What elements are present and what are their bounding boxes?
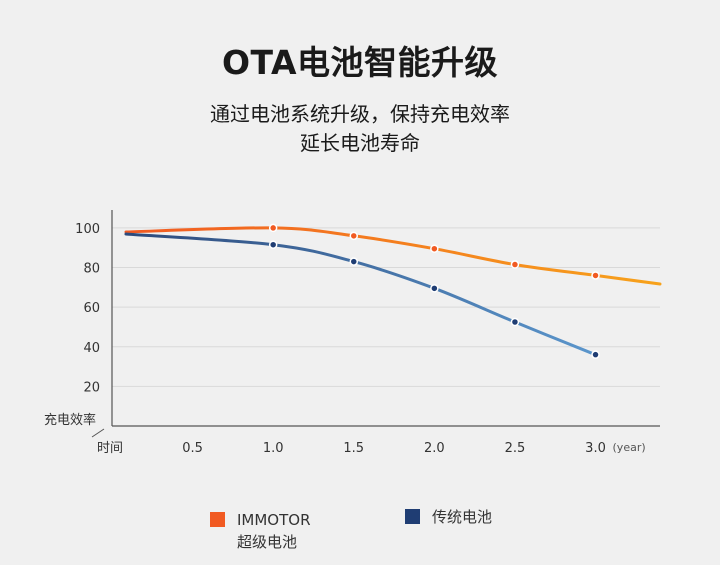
subtitle-line-2: 延长电池寿命 <box>300 131 420 155</box>
chart-subtitle: 通过电池系统升级，保持充电效率 延长电池寿命 <box>0 100 720 158</box>
legend-swatch-immotor <box>210 512 225 527</box>
subtitle-line-1: 通过电池系统升级，保持充电效率 <box>210 102 510 126</box>
chart-title: OTA电池智能升级 <box>221 43 499 82</box>
y-tick-label: 40 <box>83 341 100 356</box>
y-tick-label: 100 <box>75 222 100 237</box>
axis-corner-slash <box>91 428 105 438</box>
series-line-immotor <box>124 226 662 286</box>
data-point-immotor <box>510 260 520 269</box>
data-point-traditional <box>510 317 520 327</box>
data-point-immotor <box>591 271 600 280</box>
y-tick-label: 80 <box>83 262 100 277</box>
x-tick-label: 0.5 <box>182 441 203 456</box>
data-point-traditional <box>268 240 278 249</box>
x-unit-label: (year) <box>613 441 646 454</box>
legend-swatch-traditional <box>405 509 420 524</box>
legend-label-traditional: 传统电池 <box>432 508 493 526</box>
x-tick-label: 2.5 <box>505 441 526 456</box>
data-point-traditional <box>349 257 359 266</box>
data-point-traditional <box>591 350 600 359</box>
x-tick-label: 1.5 <box>343 441 364 456</box>
x-tick-label: 2.0 <box>424 441 445 456</box>
data-point-immotor <box>268 223 278 233</box>
legend-label-immotor-line-2: 超级电池 <box>237 533 298 551</box>
data-point-immotor <box>349 231 359 241</box>
legend-label-immotor-line-1: IMMOTOR <box>237 511 311 529</box>
y-tick-label: 20 <box>83 380 100 395</box>
x-axis-title: 时间 <box>97 441 123 456</box>
data-point-immotor <box>430 244 439 253</box>
legend-item-immotor: IMMOTOR 超级电池 <box>210 509 311 553</box>
x-tick-label: 1.0 <box>263 441 284 456</box>
legend-item-traditional: 传统电池 <box>405 506 492 528</box>
data-point-traditional <box>430 284 439 293</box>
legend-label-immotor: IMMOTOR 超级电池 <box>237 509 311 553</box>
y-axis-title: 充电效率 <box>44 412 96 428</box>
y-tick-label: 60 <box>83 301 100 316</box>
x-tick-label: 3.0 <box>585 441 606 456</box>
series-line-traditional <box>124 232 597 357</box>
